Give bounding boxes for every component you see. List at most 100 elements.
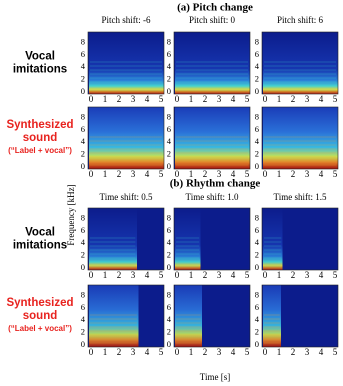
frame (173, 106, 251, 170)
y-tick-label: 8 (167, 111, 171, 121)
y-tick-label: 6 (167, 49, 171, 59)
x-tick-label: 0 (175, 169, 180, 179)
frame (87, 284, 165, 348)
spectrogram (263, 32, 338, 94)
frame (87, 106, 165, 170)
x-tick-label: 0 (263, 94, 268, 104)
x-tick-label: 4 (145, 347, 150, 357)
y-tick-label: 6 (81, 124, 85, 134)
panel-title: Pitch shift: -6 (102, 15, 151, 25)
y-tick-label: 0 (167, 161, 171, 171)
x-tick-label: 5 (159, 169, 164, 179)
spectrogram (89, 32, 164, 94)
y-tick-label: 2 (81, 149, 85, 159)
y-tick-label: 0 (255, 262, 259, 272)
x-tick-label: 2 (203, 347, 208, 357)
row-label: Synthesized (6, 297, 73, 309)
x-tick-label: 5 (159, 347, 164, 357)
y-tick-label: 8 (81, 212, 85, 222)
panel-title: Pitch shift: 6 (277, 15, 324, 25)
panel-title: Pitch shift: 0 (189, 15, 236, 25)
x-axis-label: Time [s] (200, 372, 230, 382)
x-tick-label: 4 (319, 347, 324, 357)
y-tick-label: 8 (81, 111, 85, 121)
section-title: (b) Rhythm change (170, 178, 261, 190)
x-tick-label: 1 (103, 270, 108, 280)
x-tick-label: 1 (189, 94, 194, 104)
frame (173, 31, 251, 95)
x-tick-label: 0 (175, 94, 180, 104)
x-tick-label: 5 (159, 94, 164, 104)
y-tick-label: 4 (81, 61, 86, 71)
y-tick-label: 2 (167, 74, 171, 84)
x-tick-label: 3 (305, 347, 310, 357)
y-tick-label: 4 (167, 237, 172, 247)
x-tick-label: 2 (203, 270, 208, 280)
x-tick-label: 5 (333, 169, 338, 179)
x-tick-label: 2 (291, 94, 296, 104)
x-tick-label: 2 (117, 347, 122, 357)
y-tick-label: 0 (167, 339, 171, 349)
x-tick-label: 5 (245, 169, 250, 179)
x-tick-label: 2 (291, 169, 296, 179)
x-tick-label: 1 (103, 347, 108, 357)
y-tick-label: 2 (81, 250, 85, 260)
x-tick-label: 1 (189, 270, 194, 280)
y-tick-label: 0 (81, 161, 85, 171)
spectrogram (263, 107, 338, 169)
frame (261, 106, 339, 170)
spectrogram (89, 285, 139, 347)
x-tick-label: 3 (305, 270, 310, 280)
y-tick-label: 8 (81, 36, 85, 46)
row-label: sound (23, 132, 58, 144)
x-tick-label: 0 (263, 347, 268, 357)
y-tick-label: 0 (81, 339, 85, 349)
y-tick-label: 4 (167, 136, 172, 146)
spectrogram (175, 208, 201, 270)
x-tick-label: 4 (319, 94, 324, 104)
x-tick-label: 0 (263, 270, 268, 280)
x-tick-label: 4 (231, 270, 236, 280)
y-tick-label: 0 (167, 262, 171, 272)
y-tick-label: 6 (167, 124, 171, 134)
x-tick-label: 3 (217, 347, 222, 357)
x-tick-label: 3 (305, 94, 310, 104)
x-tick-label: 4 (145, 169, 150, 179)
row-label: sound (23, 310, 58, 322)
panel-title: Time shift: 1.5 (274, 192, 327, 202)
x-tick-label: 1 (277, 94, 282, 104)
row-label: Vocal (25, 227, 55, 239)
row-note: (“Label + vocal”) (8, 146, 72, 155)
y-tick-label: 4 (255, 237, 260, 247)
x-tick-label: 3 (217, 169, 222, 179)
x-tick-label: 1 (189, 169, 194, 179)
x-tick-label: 0 (175, 270, 180, 280)
y-tick-label: 6 (255, 124, 259, 134)
y-tick-label: 4 (167, 61, 172, 71)
y-tick-label: 2 (167, 250, 171, 260)
panel-title: Time shift: 0.5 (100, 192, 153, 202)
x-tick-label: 2 (203, 169, 208, 179)
y-tick-label: 8 (81, 289, 85, 299)
section-title: (a) Pitch change (177, 2, 253, 14)
x-tick-label: 2 (291, 347, 296, 357)
row-label: imitations (13, 240, 67, 252)
y-tick-label: 0 (81, 86, 85, 96)
y-tick-label: 6 (255, 302, 259, 312)
frame (261, 284, 339, 348)
y-tick-label: 0 (255, 161, 259, 171)
x-tick-label: 0 (89, 347, 94, 357)
x-tick-label: 5 (333, 347, 338, 357)
y-tick-label: 2 (255, 74, 259, 84)
frame (87, 207, 165, 271)
y-tick-label: 6 (81, 302, 85, 312)
y-tick-label: 4 (81, 237, 86, 247)
x-tick-label: 0 (89, 270, 94, 280)
y-tick-label: 2 (81, 327, 85, 337)
y-tick-label: 6 (167, 225, 171, 235)
y-tick-label: 0 (81, 262, 85, 272)
spectrogram (175, 32, 250, 94)
x-tick-label: 1 (189, 347, 194, 357)
x-tick-label: 5 (159, 270, 164, 280)
row-label: Synthesized (6, 119, 73, 131)
